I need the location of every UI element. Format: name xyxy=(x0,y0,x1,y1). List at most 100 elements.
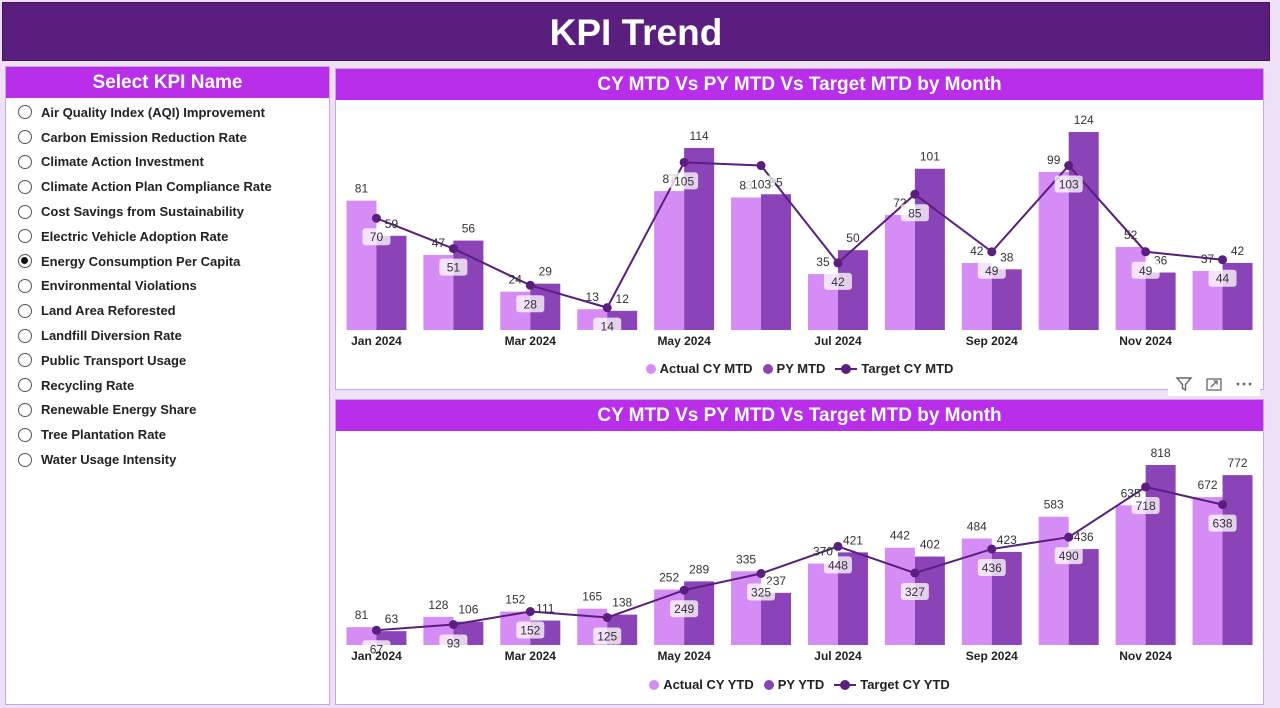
bar-actual xyxy=(807,563,838,645)
radio-icon[interactable] xyxy=(18,427,32,442)
data-label-py: 29 xyxy=(539,265,553,279)
slicer-item[interactable]: Renewable Energy Share xyxy=(6,398,329,423)
data-label-target: 51 xyxy=(447,261,461,275)
radio-selected-icon[interactable] xyxy=(18,254,32,269)
slicer-item-label: Climate Action Plan Compliance Rate xyxy=(41,179,272,195)
legend-item-actual[interactable]: Actual CY MTD xyxy=(645,361,753,376)
radio-icon[interactable] xyxy=(18,402,32,417)
data-label-py: 124 xyxy=(1074,113,1094,127)
data-label-actual: 81 xyxy=(355,182,369,196)
legend-label-py: PY MTD xyxy=(776,361,826,376)
data-label-target-bg xyxy=(747,583,776,601)
data-label-py: 106 xyxy=(458,603,478,617)
slicer-item[interactable]: Environmental Violations xyxy=(6,274,329,299)
legend-label-target: Target CY MTD xyxy=(861,361,954,376)
slicer-item[interactable]: Water Usage Intensity xyxy=(6,447,329,472)
mtd-chart-legend: Actual CY MTD PY MTD Target CY MTD xyxy=(336,361,1263,376)
slicer-item[interactable]: Energy Consumption Per Capita xyxy=(6,249,329,274)
target-point xyxy=(987,247,997,257)
radio-icon[interactable] xyxy=(18,179,32,194)
data-label-py: 436 xyxy=(1074,530,1094,544)
data-label-py: 63 xyxy=(385,612,399,626)
slicer-item[interactable]: Cost Savings from Sustainability xyxy=(6,199,329,224)
focus-mode-icon[interactable] xyxy=(1204,374,1224,394)
radio-icon[interactable] xyxy=(18,303,32,318)
legend-item-py-ytd[interactable]: PY YTD xyxy=(763,677,824,692)
legend-dot-py xyxy=(762,363,773,374)
target-point xyxy=(448,620,458,630)
bar-py xyxy=(837,250,868,330)
bar-actual xyxy=(731,197,762,330)
data-label-target: 105 xyxy=(674,174,694,188)
data-label-target-bg xyxy=(439,258,468,276)
slicer-item[interactable]: Public Transport Usage xyxy=(6,348,329,373)
data-label-py: 42 xyxy=(1231,244,1245,258)
legend-line-target-ytd xyxy=(834,679,857,690)
data-label-actual: 81 xyxy=(355,608,369,622)
slicer-item[interactable]: Air Quality Index (AQI) Improvement xyxy=(6,100,329,125)
bar-actual xyxy=(1038,171,1069,330)
radio-icon[interactable] xyxy=(18,130,32,145)
slicer-item[interactable]: Climate Action Plan Compliance Rate xyxy=(6,174,329,199)
data-label-target: 103 xyxy=(1059,178,1079,192)
x-tick-label: Jul 2024 xyxy=(814,334,862,348)
legend-item-py[interactable]: PY MTD xyxy=(762,361,826,376)
data-label-target: 49 xyxy=(1139,264,1153,278)
radio-icon[interactable] xyxy=(18,229,32,244)
data-label-actual: 128 xyxy=(428,598,448,612)
data-label-actual: 37 xyxy=(1201,252,1215,266)
radio-icon[interactable] xyxy=(18,154,32,169)
data-label-py: 423 xyxy=(997,533,1017,547)
radio-icon[interactable] xyxy=(18,105,32,120)
slicer-item-label: Air Quality Index (AQI) Improvement xyxy=(41,104,265,120)
data-label-actual: 635 xyxy=(1121,486,1141,500)
visual-toolbar xyxy=(1168,372,1260,396)
x-tick-label: Mar 2024 xyxy=(505,649,557,663)
radio-icon[interactable] xyxy=(18,452,32,467)
data-label-target: 14 xyxy=(601,320,615,334)
data-label-target-bg xyxy=(1054,175,1083,193)
legend-item-actual-ytd[interactable]: Actual CY YTD xyxy=(649,677,754,692)
slicer-item[interactable]: Carbon Emission Reduction Rate xyxy=(6,125,329,150)
radio-icon[interactable] xyxy=(18,278,32,293)
data-label-target-bg xyxy=(516,295,545,313)
target-point xyxy=(602,612,612,622)
slicer-item[interactable]: Climate Action Investment xyxy=(6,150,329,175)
radio-icon[interactable] xyxy=(18,328,32,343)
bar-py xyxy=(991,269,1022,330)
data-label-target-bg xyxy=(1054,547,1083,565)
radio-icon[interactable] xyxy=(18,378,32,393)
slicer-item-label: Climate Action Investment xyxy=(41,154,204,170)
bar-actual xyxy=(654,589,685,645)
slicer-item[interactable]: Landfill Diversion Rate xyxy=(6,323,329,348)
slicer-item[interactable]: Electric Vehicle Adoption Rate xyxy=(6,224,329,249)
more-options-icon[interactable] xyxy=(1234,374,1254,394)
data-label-target-bg xyxy=(977,261,1006,279)
kpi-slicer: Select KPI Name Air Quality Index (AQI) … xyxy=(5,66,330,705)
data-label-target: 85 xyxy=(908,206,922,220)
data-label-target-bg xyxy=(900,583,929,601)
slicer-item-label: Cost Savings from Sustainability xyxy=(41,204,244,220)
data-label-target-bg xyxy=(823,272,852,290)
radio-icon[interactable] xyxy=(18,353,32,368)
filter-icon[interactable] xyxy=(1174,374,1194,394)
legend-item-target-ytd[interactable]: Target CY YTD xyxy=(834,677,950,692)
slicer-item[interactable]: Land Area Reforested xyxy=(6,298,329,323)
data-label-target: 70 xyxy=(370,230,384,244)
slicer-item[interactable]: Tree Plantation Rate xyxy=(6,422,329,447)
data-label-target-bg xyxy=(823,556,852,574)
legend-item-target[interactable]: Target CY MTD xyxy=(835,361,953,376)
slicer-item[interactable]: Recycling Rate xyxy=(6,373,329,398)
slicer-item-label: Land Area Reforested xyxy=(41,303,176,319)
slicer-item-label: Electric Vehicle Adoption Rate xyxy=(41,228,229,244)
bar-py xyxy=(761,592,792,645)
data-label-target-bg xyxy=(977,559,1006,577)
radio-icon[interactable] xyxy=(18,204,32,219)
slicer-item-label: Landfill Diversion Rate xyxy=(41,328,182,344)
page-header: KPI Trend xyxy=(2,2,1270,61)
slicer-item-label: Environmental Violations xyxy=(41,278,197,294)
data-label-target-bg xyxy=(1208,514,1237,532)
data-label-target: 638 xyxy=(1213,517,1233,531)
target-point xyxy=(602,303,612,313)
